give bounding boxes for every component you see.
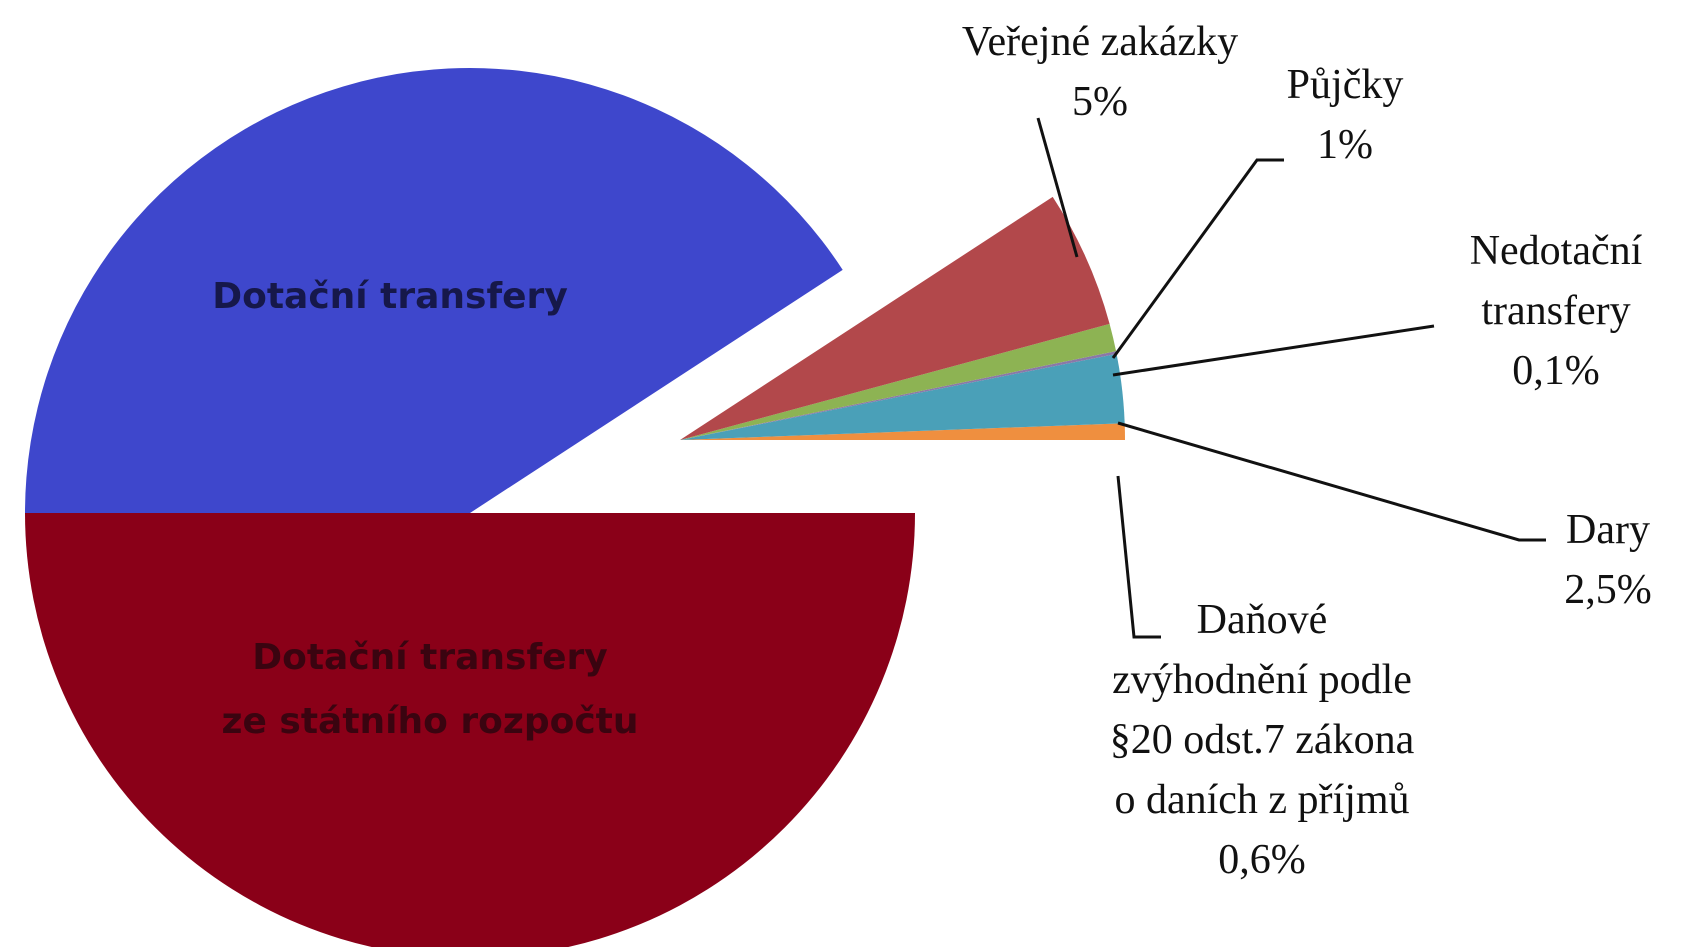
slice-label: Nedotační transfery 0,1% xyxy=(1470,221,1643,401)
category-label: Dotační transfery xyxy=(212,276,568,317)
category-label: Půjčky xyxy=(1286,62,1404,108)
leader-line xyxy=(1036,117,1079,258)
category-label: Nedotační transfery xyxy=(1469,228,1643,334)
category-label: Dotační transfery ze státního rozpočtu xyxy=(221,637,639,742)
pie-slice xyxy=(680,423,1125,440)
slice-label: Dary 2,5% xyxy=(1564,500,1652,620)
slice-label: Veřejné zakázky 5% xyxy=(962,12,1238,132)
slice-label: Dotační transfery xyxy=(212,265,568,329)
slice-label: Dotační transfery ze státního rozpočtu xyxy=(221,626,638,754)
value-label: 0,6% xyxy=(1218,837,1306,883)
pie-slice xyxy=(680,196,1110,440)
pie-slice xyxy=(25,513,915,947)
value-label: 1% xyxy=(1316,122,1373,168)
leader-lines xyxy=(1036,117,1546,639)
leader-line xyxy=(1112,324,1435,377)
leader-line xyxy=(1117,421,1546,542)
value-label: 0,1% xyxy=(1512,348,1600,394)
pie-slice xyxy=(25,68,843,514)
slice-label: Půjčky 1% xyxy=(1287,55,1404,175)
category-label: Daňové zvýhodnění podle §20 odst.7 zákon… xyxy=(1109,597,1415,823)
category-label: Veřejné zakázky xyxy=(961,19,1239,65)
pie-slice xyxy=(680,323,1117,440)
value-label: 5% xyxy=(1071,79,1128,125)
category-label: Dary xyxy=(1566,507,1650,553)
pie-slice xyxy=(680,353,1125,440)
pie-slice xyxy=(680,351,1117,440)
value-label: 2,5% xyxy=(1564,567,1652,613)
leader-line xyxy=(1111,158,1284,359)
slice-label: Daňové zvýhodnění podle §20 odst.7 zákon… xyxy=(1110,590,1414,890)
leader-line xyxy=(1116,475,1161,639)
